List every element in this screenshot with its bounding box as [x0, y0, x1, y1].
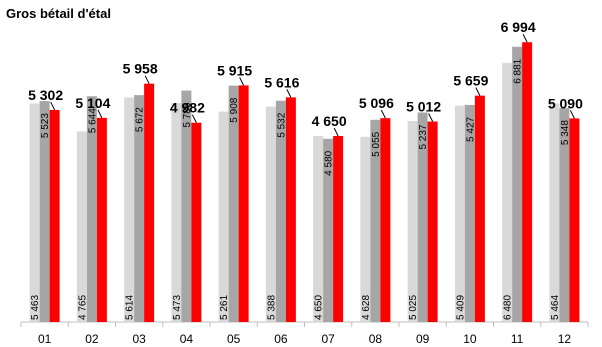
value-label-s3-12: 5 090 — [548, 95, 583, 111]
bar-s2-03 — [134, 95, 145, 323]
bar-s1-09 — [407, 121, 418, 322]
value-label-s1-09: 5 025 — [408, 295, 419, 320]
value-label-s3-07: 4 650 — [312, 113, 347, 129]
bar-s3-07 — [333, 136, 344, 322]
value-label-s3-09: 5 012 — [406, 99, 441, 115]
bar-s2-10 — [464, 104, 475, 322]
value-label-s1-03: 5 614 — [125, 295, 136, 320]
value-label-s1-01: 5 463 — [30, 295, 41, 320]
x-tick-label-11: 11 — [511, 332, 524, 346]
value-label-s3-02: 5 104 — [75, 95, 110, 111]
value-label-s2-11: 6 881 — [513, 58, 524, 83]
x-tick-label-07: 07 — [321, 332, 335, 346]
x-tick-label-02: 02 — [85, 332, 99, 346]
bar-s1-02 — [76, 131, 87, 322]
bar-s3-08 — [380, 118, 391, 322]
leader-line-12 — [569, 110, 575, 119]
value-label-s1-05: 5 261 — [219, 295, 230, 320]
leader-line-09 — [428, 113, 434, 122]
leader-line-10 — [475, 87, 481, 96]
value-label-s3-04: 4 982 — [170, 100, 205, 116]
value-label-s2-12: 5 348 — [560, 120, 571, 145]
value-label-s1-10: 5 409 — [455, 295, 466, 320]
value-label-s1-04: 5 473 — [172, 295, 183, 320]
leader-line-05 — [239, 77, 245, 86]
value-label-s2-07: 4 580 — [324, 150, 335, 175]
bar-s1-05 — [218, 111, 229, 322]
value-label-s2-08: 5 055 — [371, 131, 382, 156]
bar-s2-08 — [370, 119, 381, 322]
x-tick-label-06: 06 — [274, 332, 288, 346]
bar-s3-05 — [238, 85, 249, 323]
value-label-s3-05: 5 915 — [217, 62, 252, 78]
bar-s2-05 — [228, 85, 239, 323]
leader-line-02 — [97, 109, 103, 119]
value-label-s3-01: 5 302 — [28, 87, 63, 103]
bar-s1-10 — [454, 105, 465, 322]
bar-s3-02 — [96, 117, 107, 322]
leader-line-01 — [50, 101, 56, 111]
x-tick-label-05: 05 — [227, 332, 241, 346]
bar-s2-07 — [323, 138, 334, 322]
value-label-s3-06: 5 616 — [264, 74, 299, 90]
value-label-s2-03: 5 672 — [135, 107, 146, 132]
value-label-s1-06: 5 388 — [266, 295, 277, 320]
value-label-s1-07: 4 650 — [314, 295, 325, 320]
bar-s3-11 — [522, 42, 533, 323]
bar-s3-04 — [191, 122, 202, 322]
chart-title: Gros bétail d'étal — [6, 6, 111, 21]
bar-s2-04 — [181, 90, 192, 322]
leader-line-03 — [144, 75, 150, 84]
bar-s3-12 — [569, 118, 580, 323]
bar-s1-06 — [265, 106, 276, 322]
leader-line-11 — [522, 34, 528, 43]
value-label-s2-05: 5 908 — [229, 97, 240, 122]
bar-s2-11 — [512, 46, 523, 322]
value-label-s2-04: 5 786 — [182, 102, 193, 127]
leader-line-08 — [380, 109, 386, 119]
value-label-s3-10: 5 659 — [453, 73, 488, 89]
bar-s1-11 — [502, 62, 513, 323]
value-label-s2-06: 5 532 — [276, 112, 287, 137]
value-label-s2-01: 5 523 — [40, 113, 51, 138]
bar-s2-06 — [275, 100, 286, 322]
x-tick-label-10: 10 — [463, 332, 477, 346]
bar-s3-09 — [427, 121, 438, 323]
leader-line-06 — [286, 89, 292, 98]
x-tick-label-09: 09 — [416, 332, 430, 346]
value-label-s2-10: 5 427 — [465, 116, 476, 141]
value-label-s1-11: 6 480 — [503, 295, 514, 320]
bar-s2-02 — [86, 96, 97, 323]
x-tick-label-08: 08 — [369, 332, 383, 346]
bar-s1-04 — [171, 103, 182, 322]
leader-line-04 — [191, 114, 197, 123]
x-tick-label-04: 04 — [180, 332, 194, 346]
bar-s3-03 — [144, 83, 155, 323]
value-label-s3-08: 5 096 — [359, 95, 394, 111]
bar-s1-01 — [29, 103, 40, 322]
leader-line-07 — [333, 127, 339, 137]
bar-s1-07 — [313, 136, 324, 322]
bar-s1-12 — [549, 103, 560, 322]
value-label-s1-12: 5 464 — [550, 295, 561, 320]
x-tick-label-01: 01 — [38, 332, 52, 346]
bar-s1-03 — [124, 97, 135, 322]
bar-s2-12 — [559, 108, 570, 322]
value-label-s3-11: 6 994 — [501, 19, 536, 35]
bar-s2-01 — [39, 101, 50, 322]
bar-s3-10 — [474, 95, 485, 322]
x-tick-label-12: 12 — [558, 332, 572, 346]
value-label-s2-02: 5 644 — [87, 108, 98, 133]
bar-s3-06 — [285, 97, 296, 322]
bar-s3-01 — [49, 109, 60, 322]
bar-s2-09 — [417, 112, 428, 323]
value-label-s2-09: 5 237 — [418, 124, 429, 149]
bar-s1-08 — [360, 136, 371, 322]
value-label-s3-03: 5 958 — [123, 61, 158, 77]
x-tick-label-03: 03 — [132, 332, 146, 346]
value-label-s1-08: 4 628 — [361, 295, 372, 320]
value-label-s1-02: 4 765 — [77, 295, 88, 320]
